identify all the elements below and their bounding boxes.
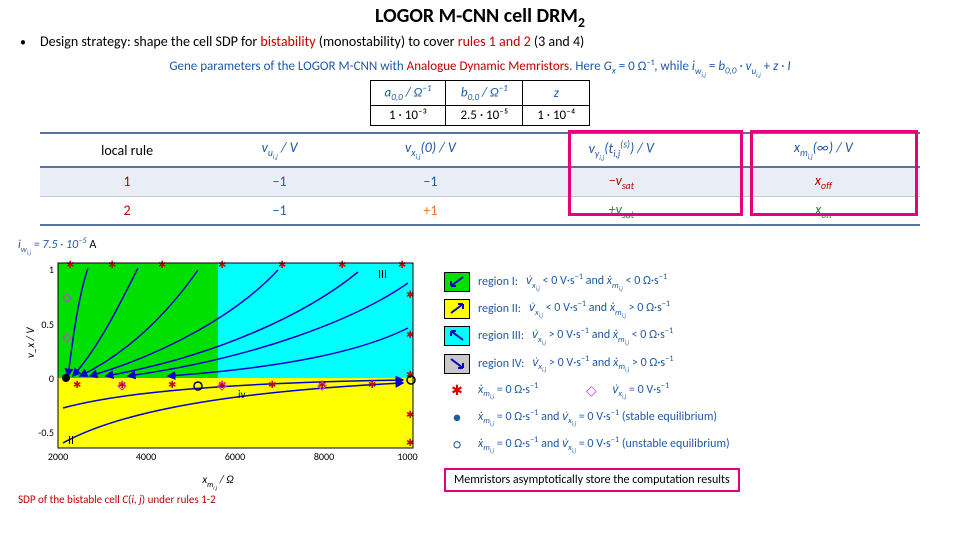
diamond-icon: ◇ <box>578 382 604 399</box>
svg-text:✱: ✱ <box>278 258 286 271</box>
col-vy: vyi,j(ti,j(s)) / V <box>516 133 727 166</box>
svg-text:✱: ✱ <box>268 378 276 391</box>
legend-region-1: region I: v̇xi,j < 0 V·s−1 and ẋmi,j < 0… <box>444 272 942 292</box>
param-v3: 1 · 10⁻⁴ <box>523 106 590 126</box>
svg-text:-0.5: -0.5 <box>38 426 54 439</box>
legend-unstable-eq: ○ ẋmi,j = 0 Ω·s−1 and v̇xi,j = 0 V·s−1 (… <box>444 435 942 455</box>
title-main: LOGOR M-CNN cell DRM <box>375 4 578 28</box>
svg-text:✱: ✱ <box>73 378 81 391</box>
svg-text:✱: ✱ <box>66 258 74 271</box>
param-v1: 1 · 10⁻³ <box>370 106 446 126</box>
legend-stable-eq: ● ẋmi,j = 0 Ω·s−1 and v̇xi,j = 0 V·s−1 (… <box>444 408 942 428</box>
rules-table: local rule vui,j / V vxi,j(0) / V vyi,j(… <box>40 132 920 226</box>
col-vx: vxi,j(0) / V <box>345 133 516 166</box>
svg-text:v_x / V: v_x / V <box>24 327 37 358</box>
iwi-label: iwi,j = 7.5 · 10−5 A <box>18 236 418 256</box>
param-h3: z <box>523 81 590 106</box>
page-title: LOGOR M-CNN cell DRM2 <box>0 0 960 31</box>
sdp-plot-block: iwi,j = 7.5 · 10−5 A <box>18 236 418 506</box>
param-v2: 2.5 · 10⁻⁵ <box>446 106 523 126</box>
legend-block: region I: v̇xi,j < 0 V·s−1 and ẋmi,j < 0… <box>444 236 942 506</box>
svg-text:✱: ✱ <box>108 258 116 271</box>
svg-text:✱: ✱ <box>368 378 376 391</box>
svg-text:III: III <box>378 268 387 282</box>
params-table: a0,0 / Ω−1 b0,0 / Ω−1 z 1 · 10⁻³ 2.5 · 1… <box>370 80 591 126</box>
table-row: 2 −1 +1 +vsat xon <box>40 196 920 225</box>
legend-region-2: region II: v̇xi,j < 0 V·s−1 and ẋmi,j > … <box>444 299 942 319</box>
params-caption: Gene parameters of the LOGOR M-CNN with … <box>0 59 960 78</box>
title-sub: 2 <box>578 14 585 31</box>
filled-circle-icon: ● <box>444 409 470 426</box>
bullet-text: Design strategy: shape the cell SDP for … <box>40 33 584 50</box>
param-h1: a0,0 / Ω−1 <box>370 81 446 106</box>
svg-text:iv: iv <box>238 388 246 401</box>
cross-icon: ✱ <box>444 382 470 399</box>
region4-icon <box>444 354 470 374</box>
svg-text:✱: ✱ <box>338 258 346 271</box>
region2-icon <box>444 299 470 319</box>
col-xm: xmi,j(∞) / V <box>727 133 920 166</box>
table-row: 1 −1 −1 −vsat xoff <box>40 167 920 196</box>
legend-nullcline-x: ✱ ẋmi,j = 0 Ω·s−1 <box>444 381 538 401</box>
svg-text:0.5: 0.5 <box>41 318 54 331</box>
open-circle-icon: ○ <box>444 436 470 453</box>
svg-text:2000: 2000 <box>48 450 68 463</box>
legend-region-3: region III: v̇xi,j > 0 V·s−1 and ẋmi,j <… <box>444 326 942 346</box>
svg-text:4000: 4000 <box>136 450 156 463</box>
phase-portrait-chart: ✱✱✱✱ ✱✱✱ ✱✱✱✱ ✱✱✱ ✱✱✱✱✱ III II iv <box>18 258 418 468</box>
col-vu: vui,j / V <box>214 133 345 166</box>
region3-icon <box>444 326 470 346</box>
svg-text:8000: 8000 <box>314 450 334 463</box>
svg-text:✱: ✱ <box>158 258 166 271</box>
memristor-note: Memristors asymptotically store the comp… <box>444 468 740 492</box>
design-bullet: • Design strategy: shape the cell SDP fo… <box>0 31 960 57</box>
bullet-dot: • <box>20 33 26 53</box>
svg-text:✱: ✱ <box>398 258 406 271</box>
region1-icon <box>444 272 470 292</box>
svg-text:1: 1 <box>49 263 54 276</box>
svg-text:✱: ✱ <box>168 378 176 391</box>
sdp-caption: SDP of the bistable cell C(i, j) under r… <box>18 493 418 506</box>
svg-text:0: 0 <box>49 372 54 385</box>
svg-text:II: II <box>68 434 74 448</box>
legend-region-4: region IV: v̇xi,j > 0 V·s−1 and ẋmi,j > … <box>444 354 942 374</box>
svg-text:✱: ✱ <box>218 258 226 271</box>
svg-text:10000: 10000 <box>397 450 418 463</box>
legend-nullcline-v: ◇ v̇xi,j = 0 V·s−1 <box>578 381 669 401</box>
col-local: local rule <box>40 133 214 166</box>
svg-text:6000: 6000 <box>225 450 245 463</box>
param-h2: b0,0 / Ω−1 <box>446 81 523 106</box>
